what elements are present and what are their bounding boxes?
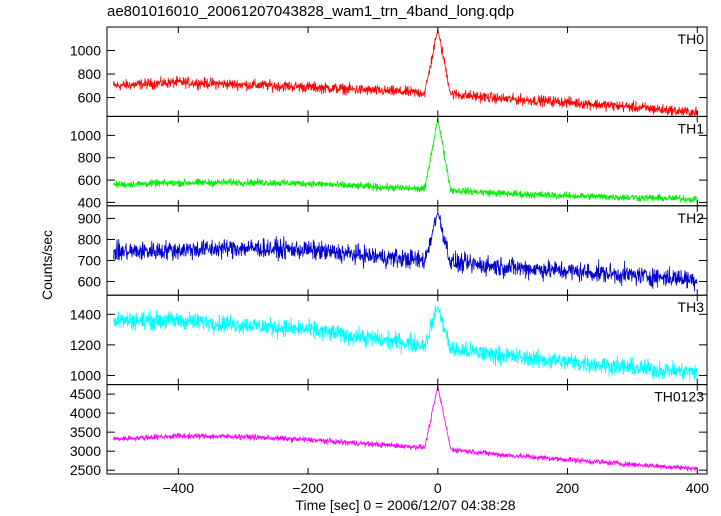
y-tick-label-th0123: 3500 [70, 424, 101, 440]
y-tick-label-th0123: 3000 [70, 443, 101, 459]
y-tick-label-th1: 600 [78, 172, 102, 188]
series-line-th0123 [113, 386, 698, 472]
y-tick-label-th0123: 4500 [70, 386, 101, 402]
panel-frame-th0123 [106, 384, 708, 475]
y-tick-label-th0123: 4000 [70, 405, 101, 421]
panel-frame-th1 [106, 115, 708, 207]
x-tick-label: −200 [292, 480, 324, 496]
y-tick-label-th3: 1200 [70, 337, 101, 353]
x-tick-label: 200 [556, 480, 580, 496]
x-tick-label: −400 [163, 480, 195, 496]
y-tick-label-th0: 600 [78, 90, 102, 106]
y-tick-label-th0123: 2500 [70, 462, 101, 478]
chart-title: ae801016010_20061207043828_wam1_trn_4ban… [107, 3, 515, 20]
series-label-th0123: TH0123 [654, 389, 704, 405]
y-tick-label-th3: 1000 [70, 367, 101, 383]
y-tick-label-th2: 800 [78, 231, 102, 247]
series-line-th1 [113, 118, 698, 203]
x-axis-label: Time [sec] 0 = 2006/12/07 04:38:28 [295, 497, 516, 513]
y-tick-label-th3: 1400 [70, 306, 101, 322]
series-label-th2: TH2 [678, 210, 705, 226]
x-tick-label: 400 [686, 480, 710, 496]
series-line-th0 [113, 29, 698, 117]
y-tick-label-th0: 1000 [70, 43, 101, 59]
y-tick-label-th0: 800 [78, 66, 102, 82]
series-label-th1: TH1 [678, 120, 705, 136]
series-line-th2 [113, 212, 698, 292]
y-tick-label-th2: 700 [78, 252, 102, 268]
series-line-th3 [113, 304, 698, 381]
y-tick-label-th2: 600 [78, 274, 102, 290]
y-tick-label-th1: 400 [78, 194, 102, 210]
series-label-th3: TH3 [678, 299, 705, 315]
y-tick-label-th2: 900 [78, 210, 102, 226]
y-tick-label-th1: 1000 [70, 127, 101, 143]
y-tick-label-th1: 800 [78, 150, 102, 166]
series-label-th0: TH0 [678, 31, 705, 47]
x-tick-label: 0 [434, 480, 442, 496]
